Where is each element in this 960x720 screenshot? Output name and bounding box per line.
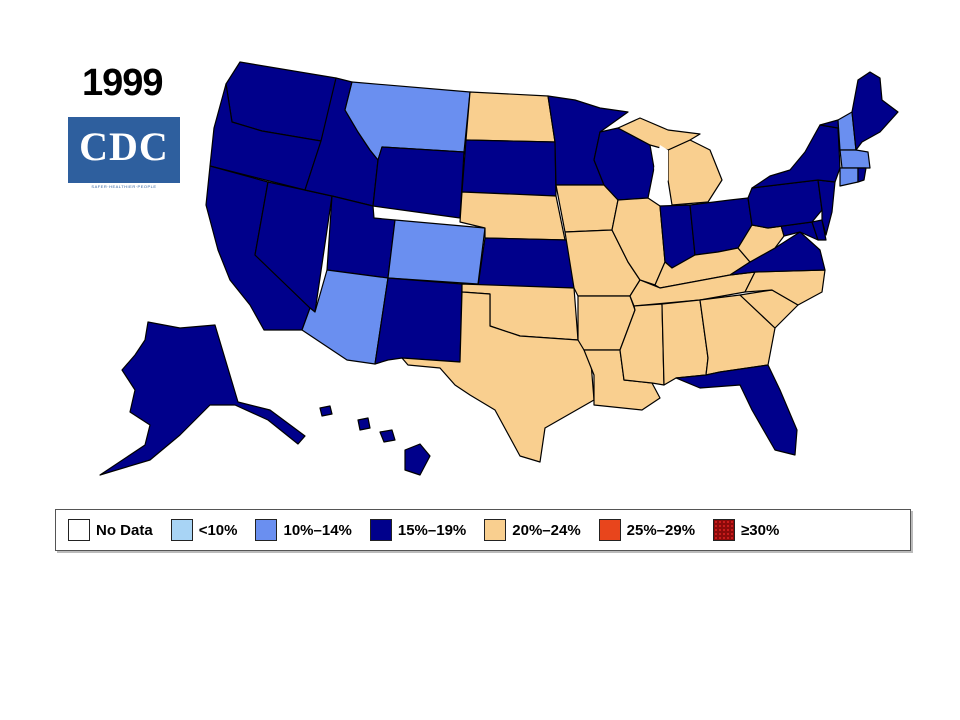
us-state-map [99, 61, 899, 476]
legend-label-r10_14: 10%–14% [283, 521, 352, 539]
state-ny[interactable] [751, 124, 841, 189]
state-nm[interactable] [374, 277, 463, 365]
state-sd[interactable] [461, 139, 557, 197]
legend-label-lt10: <10% [198, 521, 238, 539]
legend-label-no_data: No Data [96, 521, 153, 539]
legend-swatch-r20_24 [484, 519, 507, 541]
state-me[interactable] [851, 71, 899, 151]
state-co[interactable] [387, 219, 486, 285]
lake-michigan [654, 145, 668, 205]
state-hi[interactable] [319, 405, 431, 476]
state-ak[interactable] [99, 321, 306, 476]
state-ct[interactable] [839, 167, 859, 187]
legend-item-r10_14: 10%–14% [255, 519, 352, 541]
cdc-logo-tagline: SAFER·HEALTHIER·PEOPLE [91, 184, 157, 189]
state-ut[interactable] [326, 195, 396, 279]
legend-swatch-r25_29 [598, 519, 621, 541]
legend-swatch-r10_14 [255, 519, 278, 541]
legend-item-ge30: ≥30% [713, 519, 779, 541]
state-ma[interactable] [839, 149, 871, 169]
state-al[interactable] [661, 299, 709, 386]
state-mi[interactable] [667, 139, 723, 206]
state-mi-upper[interactable] [617, 117, 701, 151]
legend: No Data <10% 10%–14% 15%–19% 20%–24% 25%–29% ≥… [55, 509, 911, 551]
legend-label-r15_19: 15%–19% [397, 521, 467, 539]
legend-swatch-ge30 [713, 519, 736, 541]
state-ia[interactable] [555, 184, 619, 233]
legend-label-ge30: ≥30% [741, 521, 780, 539]
cdc-logo-box [68, 117, 180, 183]
state-de[interactable] [811, 219, 827, 241]
state-ri[interactable] [857, 167, 867, 183]
legend-swatch-no_data [68, 519, 90, 541]
legend-item-lt10: <10% [170, 519, 238, 541]
legend-item-no_data: No Data [68, 519, 153, 541]
legend-item-r20_24: 20%–24% [484, 519, 581, 541]
legend-swatch-lt10 [170, 519, 193, 541]
legend-label-r20_24: 20%–24% [512, 521, 581, 539]
map-year-title: 1999 [82, 62, 164, 104]
state-wy[interactable] [372, 146, 465, 219]
state-ks[interactable] [477, 237, 575, 289]
cdc-logo: CDC SAFER·HEALTHIER·PEOPLE [68, 117, 180, 191]
cdc-logo-text: CDC [79, 124, 169, 169]
legend-item-r15_19: 15%–19% [369, 519, 467, 541]
state-nd[interactable] [465, 91, 556, 143]
state-tx[interactable] [401, 291, 595, 463]
legend-label-r25_29: 25%–29% [626, 521, 696, 539]
legend-item-r25_29: 25%–29% [598, 519, 696, 541]
legend-swatch-r15_19 [369, 519, 392, 541]
state-fl[interactable] [675, 364, 798, 456]
